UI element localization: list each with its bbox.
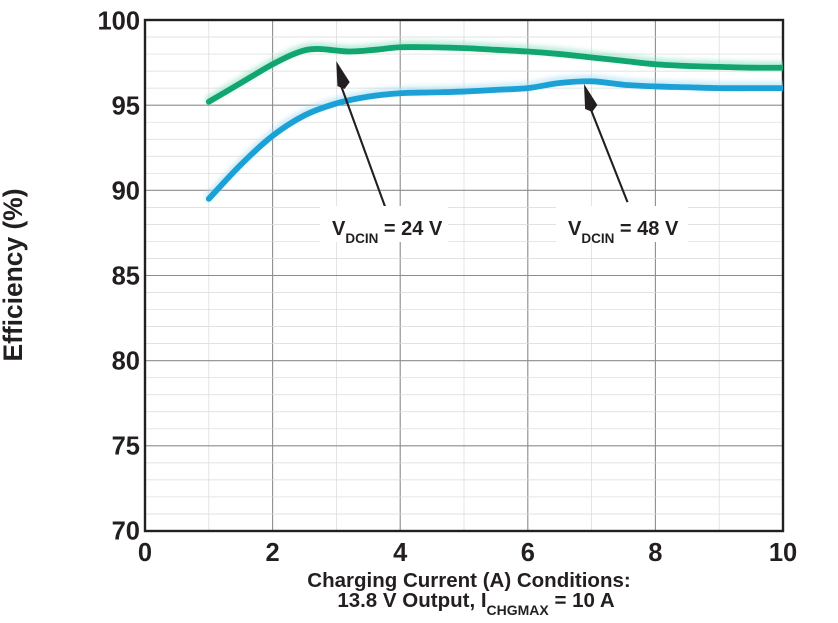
svg-text:95: 95 [112, 93, 140, 121]
svg-text:6: 6 [521, 539, 535, 567]
svg-text:100: 100 [97, 8, 140, 36]
svg-text:90: 90 [112, 178, 140, 206]
svg-text:2: 2 [266, 539, 280, 567]
svg-text:Efficiency (%): Efficiency (%) [0, 188, 28, 361]
svg-text:4: 4 [393, 539, 408, 567]
svg-text:80: 80 [112, 348, 140, 376]
svg-text:70: 70 [112, 518, 140, 546]
svg-text:0: 0 [138, 539, 152, 567]
svg-text:8: 8 [648, 539, 662, 567]
svg-text:85: 85 [112, 263, 140, 291]
svg-text:10: 10 [769, 539, 797, 567]
svg-text:75: 75 [112, 433, 140, 461]
